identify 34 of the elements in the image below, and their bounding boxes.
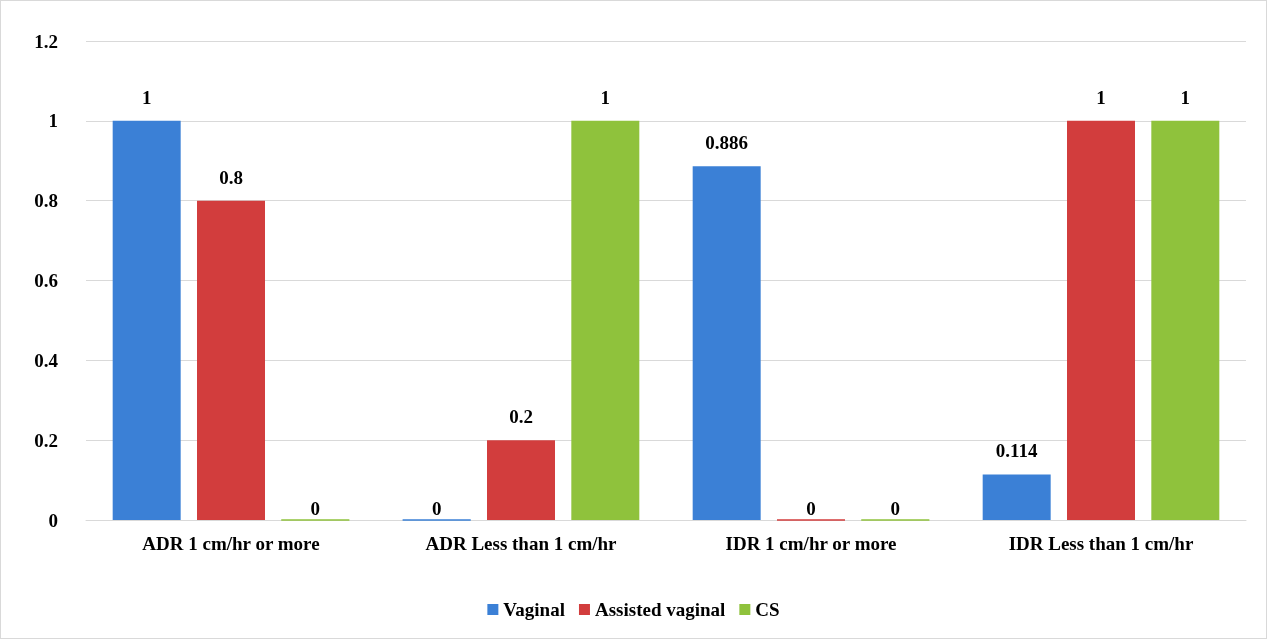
data-label: 0 bbox=[431, 497, 442, 519]
y-tick-label: 0.2 bbox=[34, 429, 58, 451]
bar bbox=[197, 200, 265, 520]
bar bbox=[112, 120, 181, 520]
x-tick-label: ADR 1 cm/hr or more bbox=[142, 533, 320, 554]
y-tick-label: 0.4 bbox=[34, 349, 59, 371]
bar bbox=[487, 440, 555, 520]
data-label: 1 bbox=[600, 86, 611, 108]
data-label: 0 bbox=[310, 497, 321, 519]
data-label: 0 bbox=[890, 497, 901, 519]
bar bbox=[571, 120, 640, 520]
data-label: 0.2 bbox=[509, 406, 533, 428]
data-label: 0.8 bbox=[219, 166, 243, 188]
data-label: 1 bbox=[1096, 86, 1106, 108]
bar bbox=[1067, 120, 1135, 520]
data-label: 0 bbox=[806, 497, 816, 519]
x-tick-label: IDR Less than 1 cm/hr bbox=[1008, 533, 1194, 554]
bar bbox=[982, 474, 1051, 520]
y-tick-label: 1.2 bbox=[34, 30, 58, 52]
bar bbox=[692, 166, 761, 520]
x-tick-label: ADR Less than 1 cm/hr bbox=[425, 533, 618, 554]
y-tick-label: 0.8 bbox=[34, 190, 58, 212]
data-label: 1 bbox=[1180, 86, 1191, 108]
x-tick-label: IDR 1 cm/hr or more bbox=[725, 533, 897, 554]
legend-label: CS bbox=[755, 599, 780, 620]
legend-label: Vaginal bbox=[503, 599, 565, 620]
legend-label: Assisted vaginal bbox=[594, 599, 726, 620]
data-label: 0.886 bbox=[705, 132, 749, 154]
y-tick-label: 0.6 bbox=[34, 270, 58, 291]
data-label: 0.114 bbox=[995, 440, 1039, 462]
y-tick-label: 1 bbox=[48, 110, 58, 132]
y-tick-label: 0 bbox=[48, 509, 58, 531]
bar bbox=[1151, 120, 1220, 520]
data-label: 1 bbox=[141, 86, 152, 108]
